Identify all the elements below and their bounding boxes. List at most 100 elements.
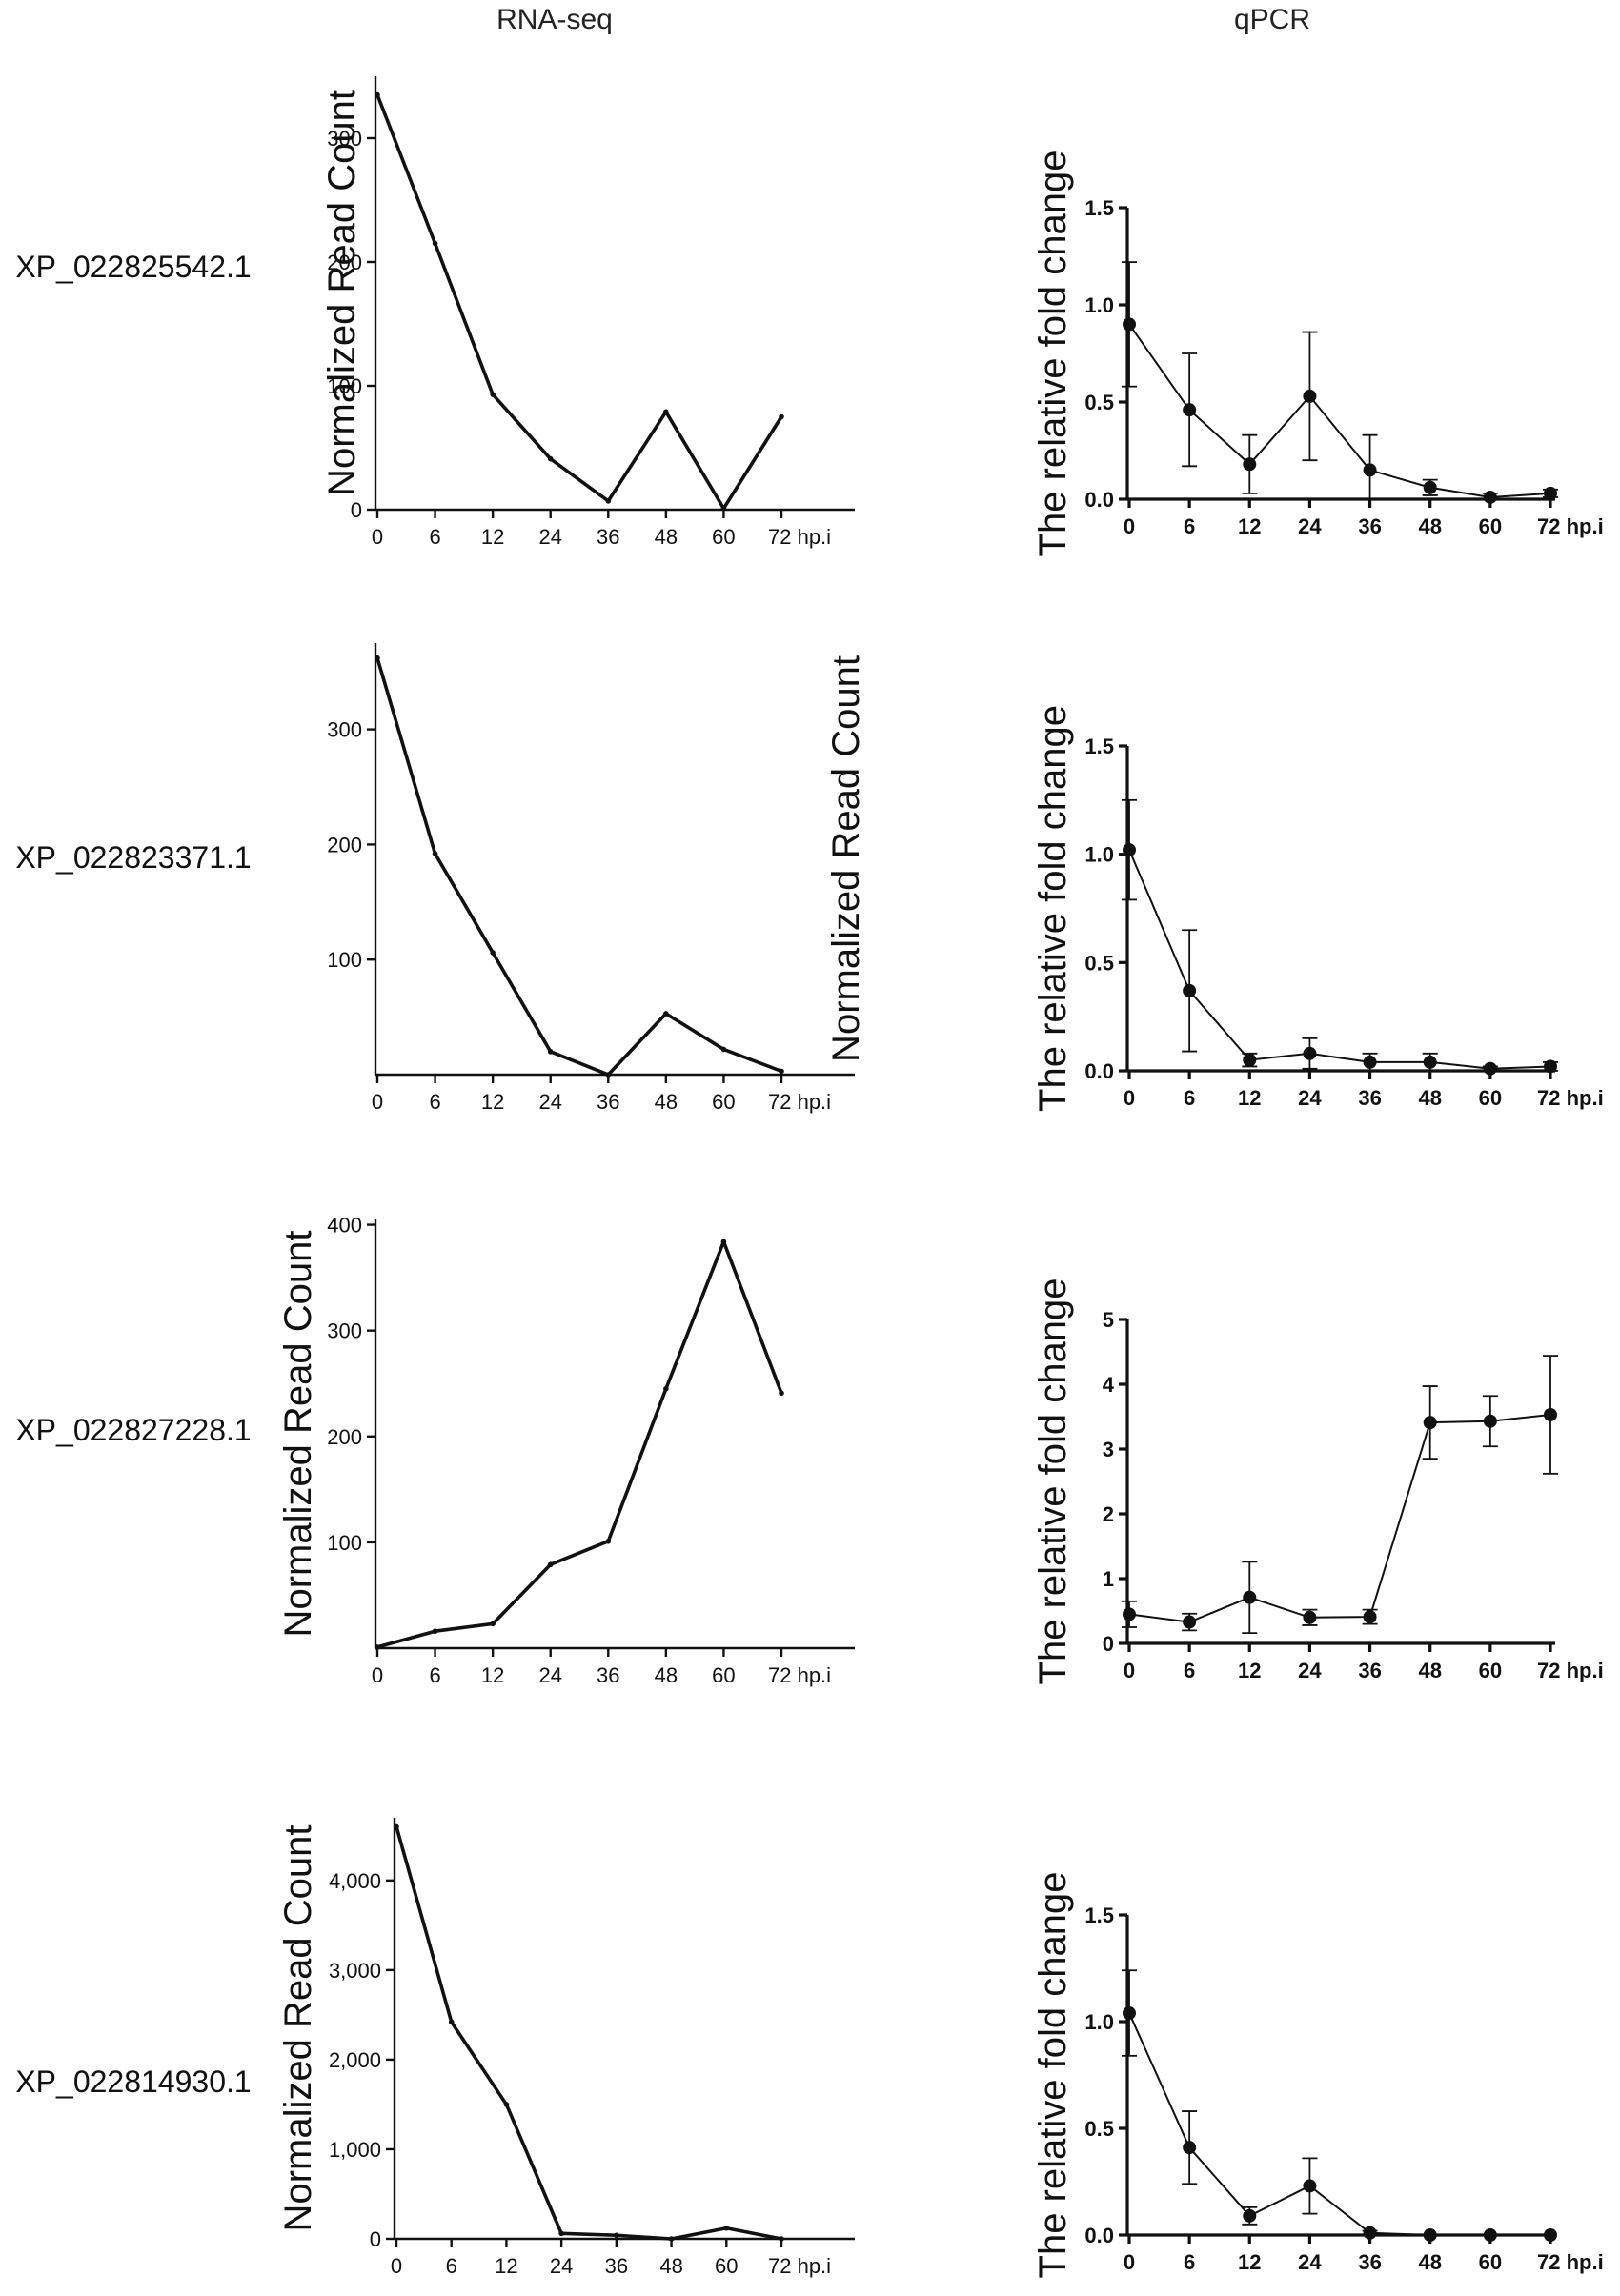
data-point <box>663 409 669 415</box>
series-line <box>376 1239 783 1649</box>
x-tick-label: 48 <box>1418 514 1441 538</box>
x-tick-label: 12 <box>481 525 504 549</box>
y-tick-label: 1.5 <box>1084 1903 1114 1927</box>
chart-panel-4: 0.0 0.5 1.0 1.5 0 6 12 24 36 48 60 72 hp.i The relat… <box>1032 705 1604 1112</box>
column-title-rnaseq: RNA-seq <box>496 4 613 35</box>
x-tick-label: 36 <box>1358 1659 1381 1682</box>
data-point <box>1363 1055 1377 1069</box>
x-tick-label: 48 <box>1418 1086 1441 1110</box>
x-tick-label: 6 <box>429 1663 440 1687</box>
x-tick-label: 0 <box>372 525 383 549</box>
x-tick-label: 72 hp.i <box>1537 2250 1604 2274</box>
series-line <box>1128 849 1551 1070</box>
x-tick-label: 48 <box>1418 2250 1441 2274</box>
data-point <box>1303 2179 1317 2193</box>
y-tick-label: 1.0 <box>1084 293 1114 317</box>
x-tick-label: 60 <box>712 1090 735 1114</box>
data-point <box>547 1561 554 1568</box>
y-tick-label: 1,000 <box>329 2138 381 2162</box>
x-tick-label: 12 <box>1238 1086 1261 1110</box>
series-line <box>375 657 782 1077</box>
x-tick-label: 48 <box>655 1663 678 1687</box>
data-point <box>1123 1607 1136 1621</box>
x-tick-label: 6 <box>1184 514 1195 538</box>
x-tick-label: 12 <box>495 2254 517 2278</box>
x-tick-label: 12 <box>481 1663 504 1687</box>
x-tick-label: 60 <box>712 525 735 549</box>
data-point <box>547 455 554 462</box>
y-tick-label: 1.5 <box>1084 196 1114 220</box>
data-point <box>432 851 438 856</box>
x-tick-label: 6 <box>446 2254 457 2278</box>
x-tick-label: 0 <box>1124 1659 1135 1682</box>
data-point <box>490 392 496 397</box>
data-point <box>394 1823 399 1830</box>
data-point <box>1243 1590 1257 1604</box>
x-tick-label: 36 <box>605 2254 628 2278</box>
x-tick-label: 6 <box>1184 2250 1195 2274</box>
x-tick-label: 60 <box>715 2254 738 2278</box>
chart-panel-1: 0 100 200 300 0 6 12 24 36 48 60 72 hp.i Normalized … <box>321 76 855 549</box>
x-tick-label: 0 <box>1124 514 1135 538</box>
y-tick-label: 200 <box>327 833 362 856</box>
series-line <box>375 93 783 511</box>
x-tick-label: 24 <box>1298 1086 1322 1110</box>
x-tick-label: 36 <box>597 525 619 549</box>
y-axis-label: Normalized Read Count <box>321 90 363 496</box>
y-axis-label: The relative fold change <box>1032 151 1074 557</box>
x-tick-label: 36 <box>1358 1086 1381 1110</box>
x-tick-label: 60 <box>1479 2250 1502 2274</box>
x-tick-label: 48 <box>1418 1659 1441 1682</box>
data-point <box>1303 389 1317 403</box>
y-axis-label: The relative fold change <box>1032 1279 1074 1685</box>
data-point <box>375 91 380 98</box>
x-tick-label: 24 <box>550 2254 573 2278</box>
series-line <box>1128 2012 1550 2236</box>
chart-panel-2: 0.0 0.5 1.0 1.5 0 6 12 24 36 48 60 72 hp.i The relat… <box>1032 151 1604 557</box>
data-point <box>614 2232 619 2239</box>
y-tick-label: 0.5 <box>1084 2117 1114 2141</box>
chart-panel-5: 100 200 300 400 0 6 12 24 36 48 60 72 hp.i Normalize… <box>277 1214 855 1687</box>
y-axis-label: The relative fold change <box>1032 1872 1074 2279</box>
x-tick-label: 12 <box>481 1090 504 1114</box>
x-tick-label: 6 <box>429 525 440 549</box>
data-point <box>668 2236 675 2242</box>
data-point <box>558 2230 564 2237</box>
data-point <box>432 1628 438 1635</box>
x-tick-label: 24 <box>538 1090 561 1114</box>
x-tick-label: 0 <box>1124 2250 1135 2274</box>
y-tick-label: 300 <box>327 1319 362 1343</box>
data-point <box>1423 1055 1437 1069</box>
x-tick-label: 24 <box>538 525 561 549</box>
y-tick-label: 100 <box>327 1531 362 1555</box>
y-tick-label: 300 <box>327 127 362 151</box>
data-point <box>1123 317 1136 332</box>
y-tick-label: 200 <box>327 251 362 274</box>
y-tick-label: 0 <box>370 2227 381 2251</box>
y-tick-label: 1.0 <box>1084 2010 1114 2034</box>
y-tick-label: 100 <box>327 374 362 398</box>
data-point <box>1483 1061 1497 1076</box>
x-tick-label: 12 <box>1238 2250 1261 2274</box>
data-point <box>720 1046 727 1053</box>
data-point <box>1243 457 1257 472</box>
y-tick-label: 0.0 <box>1084 2224 1114 2247</box>
data-point <box>605 1538 612 1544</box>
y-axis-label: Normalized Read Count <box>825 655 867 1062</box>
data-point <box>1483 1414 1497 1428</box>
y-tick-label: 0.0 <box>1084 1059 1114 1083</box>
data-point <box>1123 2006 1136 2021</box>
x-tick-label: 72 hp.i <box>768 1663 831 1687</box>
x-tick-label: 36 <box>1358 2250 1381 2274</box>
data-point <box>1544 1059 1557 1074</box>
data-point <box>1123 843 1136 857</box>
gene-label-row-1: XP_022825542.1 <box>15 250 251 284</box>
x-tick-label: 48 <box>655 525 678 549</box>
x-tick-label: 60 <box>1479 514 1502 538</box>
y-tick-label: 0.0 <box>1084 488 1114 512</box>
data-point <box>1423 2228 1437 2242</box>
data-point <box>375 1644 380 1650</box>
data-point <box>720 505 727 512</box>
